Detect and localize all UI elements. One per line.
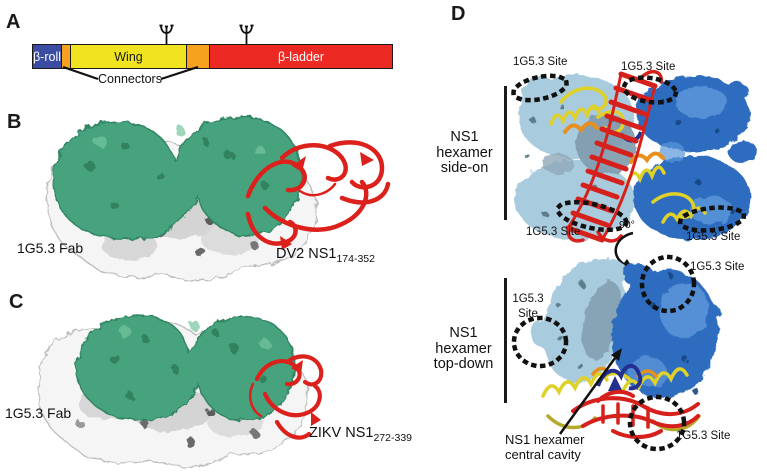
side-on-caption-line2: hexamer <box>436 144 493 161</box>
dark-blue-monomer-surface <box>633 76 758 240</box>
site-label-sideon-top-left: 1G5.3 Site <box>513 56 568 68</box>
panel-c-structure <box>38 314 324 467</box>
panel-b-structure <box>46 116 391 281</box>
panel-c-ns1-label: ZIKV NS1272-339 <box>309 425 412 444</box>
hexamer-side-on-structure <box>511 70 758 243</box>
site-label-topdown-left-line2: Site <box>518 308 538 320</box>
panel-b-letter: B <box>7 111 22 133</box>
site-label-sideon-bottom-right: 1G5.3 Site <box>686 231 741 243</box>
glycosylation-site-icon <box>239 24 254 45</box>
dv2-ns1-ribbon <box>245 140 391 250</box>
binding-site-dotted-circles <box>511 254 697 452</box>
panel-b-ns1-label: DV2 NS1174-352 <box>276 246 375 265</box>
panel-a-letter: A <box>6 11 21 33</box>
panel-d-letter: D <box>451 3 466 25</box>
zikv-ns1-ribbon <box>249 354 324 440</box>
side-on-caption-line3: side-on <box>440 160 489 176</box>
rotation-angle-label: 90° <box>619 219 635 231</box>
panel-c-ns1-residues: 272-339 <box>373 431 413 444</box>
domain-beta-roll: β-roll <box>33 45 61 68</box>
panel-c-letter: C <box>9 291 24 313</box>
panel-c-fab-label: 1G5.3 Fab <box>5 405 72 421</box>
dark-blue-monomer-surface <box>611 263 721 398</box>
hexamer-top-down-structure <box>511 254 721 452</box>
side-on-caption: NS1 hexamer side-on <box>427 129 502 177</box>
bottom-monomer-ribbons-red <box>571 389 700 439</box>
site-label-sideon-bottom-left: 1G5.3 Site <box>526 226 581 238</box>
panel-b-fab-label: 1G5.3 Fab <box>17 240 84 256</box>
binding-site-dotted-ellipses <box>511 73 747 233</box>
site-label-sideon-top-right: 1G5.3 Site <box>621 61 676 73</box>
domain-connector-1 <box>61 45 70 68</box>
top-down-caption-line1: NS1 <box>449 325 478 341</box>
side-on-bracket <box>504 86 507 220</box>
glycosylation-site-icon <box>159 24 174 45</box>
top-down-caption-line3: top-down <box>433 356 494 372</box>
light-blue-monomer-surface <box>530 258 628 383</box>
central-cavity-label: NS1 hexamer central cavity <box>505 432 585 462</box>
fab-heavy-chain-surface <box>76 314 295 422</box>
panel-b-ns1-residues: 174-352 <box>336 252 375 265</box>
domain-connector-2 <box>186 45 209 68</box>
site-label-topdown-top-right: 1G5.3 Site <box>690 261 745 273</box>
domain-beta-ladder: β-ladder <box>209 45 392 68</box>
top-down-caption-line2: hexamer <box>435 340 492 357</box>
top-down-bracket <box>504 278 507 403</box>
ns1-domain-bar: β-roll Wing β-ladder <box>32 44 393 69</box>
site-label-topdown-left-line1: 1G5.3 <box>512 293 544 305</box>
side-on-caption-line1: NS1 <box>450 129 479 145</box>
fab-heavy-chain-surface <box>52 116 302 240</box>
domain-wing: Wing <box>70 45 186 68</box>
site-label-topdown-left: 1G5.3 Site <box>506 292 550 322</box>
panel-c-ns1-name: ZIKV NS1 <box>309 425 374 441</box>
central-cavity-label-line1: NS1 hexamer <box>505 432 585 447</box>
central-cavity-label-line2: central cavity <box>505 446 581 462</box>
panel-b-ns1-name: DV2 NS1 <box>276 246 337 262</box>
site-label-topdown-bottom-right: 1G5.3 Site <box>676 430 731 442</box>
top-down-caption: NS1 hexamer top-down <box>425 325 502 373</box>
central-cavity-arrow <box>558 348 622 435</box>
connectors-pointer-lines <box>62 66 199 81</box>
connectors-label: Connectors <box>98 72 162 86</box>
central-cavity-ribbon-navy <box>596 364 643 392</box>
